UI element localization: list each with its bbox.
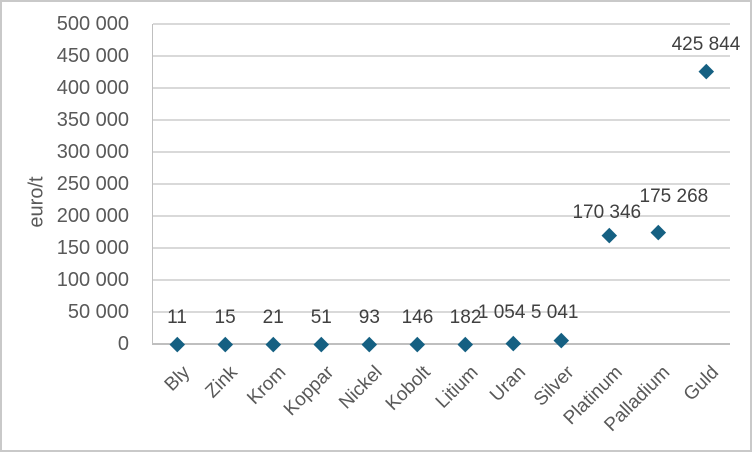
data-point-marker: [217, 336, 233, 352]
y-tick-label: 350 000: [56, 109, 129, 131]
x-category-label: Nickel: [334, 362, 387, 414]
data-point-marker: [554, 333, 570, 349]
y-tick-label: 250 000: [56, 173, 129, 195]
x-category-label: Litium: [431, 362, 483, 413]
data-point-marker: [409, 336, 425, 352]
data-point-label: 182: [449, 306, 482, 328]
y-tick-label: 200 000: [56, 205, 129, 227]
y-gridline: [153, 311, 730, 313]
y-tick-label: 300 000: [56, 141, 129, 163]
data-point-marker: [602, 227, 618, 243]
data-point-label: 5 041: [530, 301, 579, 323]
data-point-label: 51: [310, 306, 332, 328]
y-gridline: [153, 23, 730, 25]
x-axis-line: [153, 343, 730, 345]
y-tick-label: 100 000: [56, 269, 129, 291]
y-gridline: [153, 87, 730, 89]
y-tick-label: 50 000: [67, 301, 129, 323]
data-point-label: 11: [167, 306, 187, 328]
data-point-label: 425 844: [671, 34, 741, 56]
y-gridline: [153, 215, 730, 217]
x-category-label: Guld: [679, 362, 723, 406]
y-gridline: [153, 279, 730, 281]
y-tick-label: 450 000: [56, 45, 129, 67]
y-axis-line: [151, 24, 153, 345]
x-category-label: Koppar: [279, 362, 339, 421]
data-point-label: 1 054: [477, 302, 526, 324]
y-axis-title: euro/t: [26, 176, 49, 227]
data-point-marker: [265, 336, 281, 352]
x-category-label: Uran: [486, 362, 531, 406]
y-tick-label: 400 000: [56, 77, 129, 99]
data-point-marker: [506, 335, 522, 351]
data-point-marker: [458, 336, 474, 352]
y-gridline: [153, 183, 730, 185]
data-point-marker: [698, 63, 714, 79]
x-category-label: Kobolt: [381, 362, 435, 415]
data-point-label: 170 346: [572, 201, 642, 223]
x-category-label: Zink: [201, 362, 242, 403]
data-point-label: 93: [358, 306, 380, 328]
data-point-label: 146: [401, 306, 434, 328]
data-point-marker: [650, 224, 666, 240]
data-point-marker: [313, 336, 329, 352]
y-axis-title-text: euro/t: [25, 176, 48, 228]
data-point-label: 21: [262, 306, 284, 328]
data-point-marker: [169, 336, 185, 352]
y-gridline: [153, 151, 730, 153]
data-point-label: 175 268: [639, 185, 709, 207]
x-category-label: Bly: [160, 362, 194, 396]
y-tick-label: 150 000: [56, 237, 129, 259]
data-point-label: 15: [214, 306, 236, 328]
data-point-marker: [361, 336, 377, 352]
y-tick-label: 0: [117, 333, 129, 355]
y-gridline: [153, 247, 730, 249]
y-gridline: [153, 55, 730, 57]
y-tick-label: 500 000: [56, 13, 129, 35]
y-gridline: [153, 119, 730, 121]
